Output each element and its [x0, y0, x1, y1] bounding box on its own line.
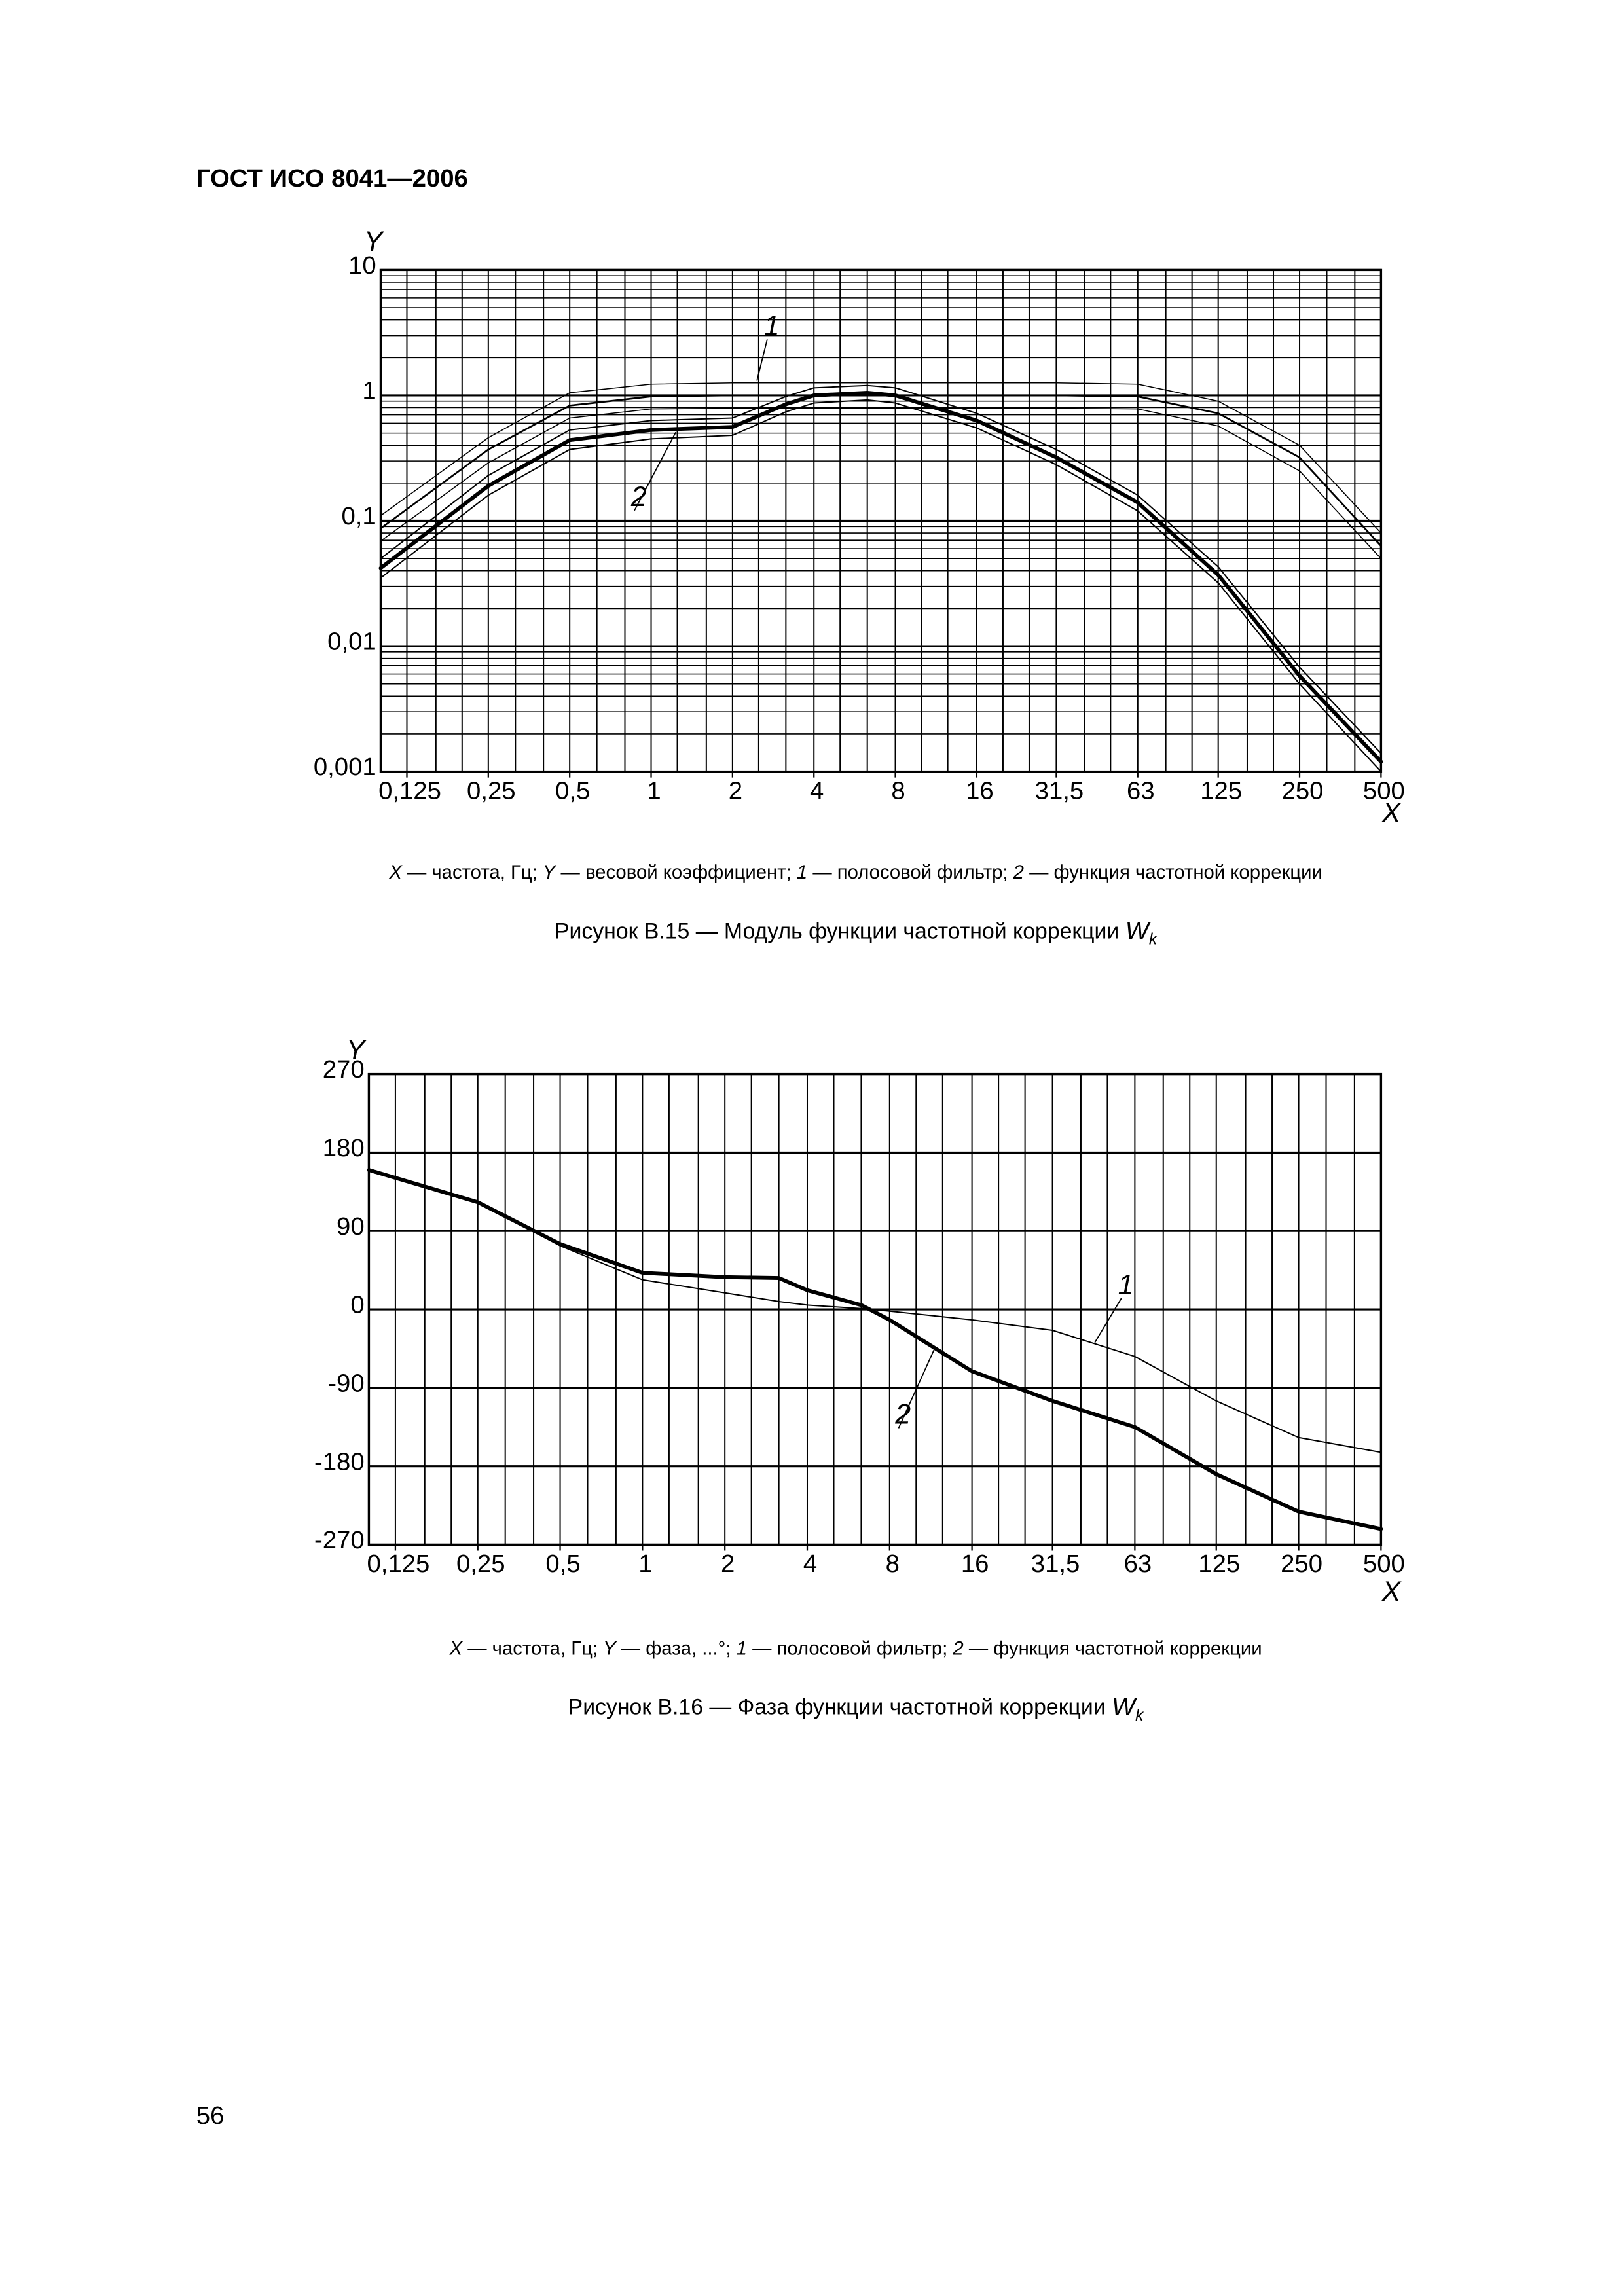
x-tick-label: 500 [1363, 1550, 1405, 1578]
figure-note: X — частота, Гц; Y — весовой коэффициент… [388, 862, 1322, 883]
caption-symbol: W [1125, 917, 1152, 945]
x-tick-label: 1 [638, 1550, 652, 1578]
caption-text: Рисунок В.15 — Модуль функции частотной … [555, 919, 1125, 943]
note-part: — частота, Гц; [402, 862, 543, 883]
x-axis-label: X [1381, 1576, 1402, 1607]
note-part: — функция частотной коррекции [964, 1637, 1262, 1659]
note-part: Y [603, 1637, 617, 1659]
x-tick-label: 16 [966, 776, 994, 805]
note-part: — частота, Гц; [462, 1637, 603, 1659]
header: ГОСТ ИСО 8041—2006 [196, 164, 468, 192]
caption-text: Рисунок В.16 — Фаза функции частотной ко… [568, 1695, 1112, 1720]
y-tick-label: 1 [362, 377, 376, 405]
caption-subscript: k [1135, 1706, 1144, 1724]
x-axis-label: X [1381, 797, 1402, 828]
series-label: 1 [1118, 1269, 1134, 1300]
note-part: Y [543, 862, 557, 883]
series-label: 1 [764, 310, 780, 342]
annotation-leader [898, 1349, 935, 1429]
y-axis-label: Y [364, 226, 385, 257]
page-number: 56 [196, 2102, 225, 2130]
plot-frame [379, 268, 1383, 773]
series-label: 2 [894, 1399, 911, 1430]
caption-symbol: W [1112, 1693, 1138, 1721]
note-part: — весовой коэффициент; [555, 862, 796, 883]
x-tick-label: 4 [803, 1550, 817, 1578]
x-tick-label: 8 [891, 776, 905, 805]
y-tick-label: -270 [314, 1526, 365, 1554]
figure-caption: Рисунок В.15 — Модуль функции частотной … [555, 917, 1158, 948]
annotation-leader [756, 339, 768, 381]
series-line [378, 390, 1383, 764]
series-line [380, 384, 1382, 754]
x-tick-label: 125 [1198, 1550, 1240, 1578]
note-part: — полосовой фильтр; [807, 862, 1013, 883]
note-part: — фаза, ...°; [616, 1637, 737, 1659]
y-tick-label: 90 [337, 1212, 365, 1241]
y-tick-label: 0 [350, 1291, 364, 1319]
x-tick-label: 4 [810, 776, 824, 805]
note-part: 2 [1013, 862, 1024, 883]
x-tick-label: 0,5 [555, 776, 590, 805]
y-axis-label: Y [346, 1034, 367, 1066]
note-part: X [388, 862, 403, 883]
series-line [380, 394, 1382, 547]
x-tick-label: 31,5 [1035, 776, 1084, 805]
series-line [380, 382, 1382, 534]
x-tick-label: 2 [729, 776, 742, 805]
plot-frame [367, 1072, 1383, 1546]
y-tick-label: 10 [348, 251, 376, 280]
figure-caption: Рисунок В.16 — Фаза функции частотной ко… [568, 1693, 1145, 1724]
annotation-leader [634, 431, 676, 511]
x-tick-label: 63 [1124, 1550, 1152, 1578]
x-tick-label: 31,5 [1031, 1550, 1080, 1578]
y-tick-label: 0,001 [314, 753, 376, 781]
x-tick-label: 0,125 [378, 776, 441, 805]
note-part: 2 [952, 1637, 963, 1659]
y-tick-label: 180 [323, 1134, 365, 1162]
figure-note: X — частота, Гц; Y — фаза, ...°; 1 — пол… [449, 1637, 1262, 1659]
series-label: 2 [630, 481, 647, 513]
x-tick-label: 500 [1363, 776, 1405, 805]
note-part: — функция частотной коррекции [1024, 862, 1322, 883]
note-part: — полосовой фильтр; [747, 1637, 953, 1659]
series-line [380, 399, 1382, 773]
series-line [368, 1169, 1382, 1453]
note-part: 1 [797, 862, 807, 883]
x-tick-label: 250 [1281, 1550, 1322, 1578]
y-tick-label: 0,01 [327, 628, 376, 656]
note-part: 1 [737, 1637, 747, 1659]
x-tick-label: 63 [1127, 776, 1155, 805]
y-tick-label: 270 [323, 1055, 365, 1084]
x-tick-label: 0,125 [367, 1550, 430, 1578]
y-tick-label: -90 [328, 1369, 364, 1397]
annotation-leader [1094, 1298, 1122, 1343]
caption-subscript: k [1149, 930, 1158, 948]
x-tick-label: 0,25 [467, 776, 516, 805]
x-tick-label: 1 [647, 776, 661, 805]
y-tick-label: 0,1 [341, 502, 376, 530]
series-line [367, 1168, 1383, 1531]
x-tick-label: 250 [1282, 776, 1324, 805]
note-part: X [449, 1637, 464, 1659]
x-tick-label: 125 [1200, 776, 1242, 805]
x-tick-label: 2 [721, 1550, 735, 1578]
series-line [380, 407, 1382, 559]
x-tick-label: 8 [886, 1550, 900, 1578]
y-tick-label: -180 [314, 1448, 365, 1476]
x-tick-label: 0,25 [456, 1550, 505, 1578]
x-tick-label: 0,5 [545, 1550, 580, 1578]
x-tick-label: 16 [961, 1550, 989, 1578]
